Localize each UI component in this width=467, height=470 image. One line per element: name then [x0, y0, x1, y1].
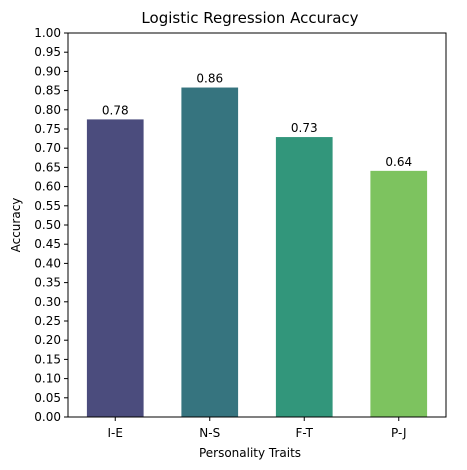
data-labels: 0.78 0.86 0.73 0.64	[102, 72, 412, 169]
y-tick-label: 0.45	[34, 237, 61, 251]
bar-i-e	[86, 119, 144, 418]
y-tick-label: 0.15	[34, 352, 61, 366]
x-axis: I-E N-S F-T P-J	[108, 417, 407, 440]
bars	[86, 87, 428, 418]
y-tick-label: 0.00	[34, 410, 61, 424]
x-tick-label: I-E	[108, 426, 123, 440]
y-axis-label: Accuracy	[9, 198, 23, 253]
chart-title: Logistic Regression Accuracy	[141, 9, 358, 27]
y-tick-label: 0.95	[34, 45, 61, 59]
data-label: 0.78	[102, 103, 129, 117]
y-tick-label: 0.90	[34, 64, 61, 78]
y-tick-label: 0.65	[34, 160, 61, 174]
y-tick-label: 1.00	[34, 26, 61, 40]
bar-p-j	[370, 170, 428, 417]
x-tick-label: F-T	[296, 426, 314, 440]
y-tick-label: 0.30	[34, 295, 61, 309]
x-tick-label: N-S	[199, 426, 220, 440]
y-tick-label: 0.60	[34, 180, 61, 194]
data-label: 0.86	[196, 72, 223, 86]
data-label: 0.73	[291, 121, 318, 135]
y-tick-label: 0.40	[34, 256, 61, 270]
y-tick-label: 0.10	[34, 372, 61, 386]
data-label: 0.64	[385, 155, 412, 169]
y-axis: 0.00 0.05 0.10 0.15 0.20 0.25 0.30 0.35 0.40 0.45…	[34, 26, 68, 424]
y-tick-label: 0.75	[34, 122, 61, 136]
y-tick-label: 0.20	[34, 333, 61, 347]
x-axis-label: Personality Traits	[199, 446, 301, 460]
y-tick-label: 0.25	[34, 314, 61, 328]
y-tick-label: 0.70	[34, 141, 61, 155]
y-tick-label: 0.85	[34, 84, 61, 98]
y-tick-label: 0.35	[34, 276, 61, 290]
y-tick-label: 0.50	[34, 218, 61, 232]
bar-n-s	[181, 87, 239, 417]
x-tick-label: P-J	[391, 426, 407, 440]
bar-f-t	[275, 137, 333, 417]
plot-frame	[67, 32, 447, 418]
y-tick-label: 0.80	[34, 103, 61, 117]
y-tick-label: 0.55	[34, 199, 61, 213]
y-tick-label: 0.05	[34, 391, 61, 405]
